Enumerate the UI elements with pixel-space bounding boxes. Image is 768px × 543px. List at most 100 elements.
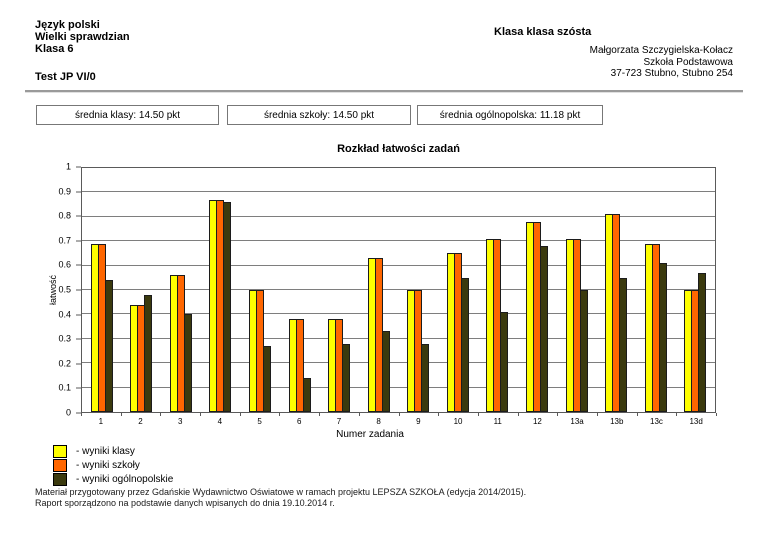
y-tick-mark: [76, 240, 81, 242]
bar-group: [90, 168, 113, 412]
bar-group: [169, 168, 192, 412]
class-average-label: średnia klasy: 14.50 pkt: [74, 109, 181, 121]
x-tick-mark: [596, 413, 598, 416]
y-tick-mark: [76, 215, 81, 217]
y-tick-mark: [76, 289, 81, 291]
x-tick-label: 8: [376, 417, 381, 426]
plot-area: [81, 167, 716, 413]
bar-group: [328, 168, 351, 412]
bar: [223, 202, 232, 412]
school-info-block: Małgorzata Szczygielska-Kołacz Szkoła Po…: [590, 45, 733, 80]
gridline: [82, 362, 715, 364]
bar-group-10: [438, 168, 478, 412]
bar: [698, 272, 707, 412]
bar-group-9: [399, 168, 439, 412]
y-tick-mark: [76, 166, 81, 168]
x-tick-mark: [477, 413, 479, 416]
x-tick-label: 13d: [689, 417, 703, 426]
bar-group-11: [478, 168, 518, 412]
x-tick-label: 13b: [610, 417, 624, 426]
legend-swatch-klasy: [53, 444, 67, 458]
y-tick-label: 0.7: [58, 235, 71, 246]
x-tick-label: 13c: [650, 417, 663, 426]
y-tick-mark: [76, 387, 81, 389]
x-axis-title: Numer zadania: [336, 429, 404, 440]
x-tick-mark: [319, 413, 321, 416]
x-tick-mark: [636, 413, 638, 416]
gridlines: [82, 168, 715, 412]
bar-group: [249, 168, 272, 412]
x-tick-labels: 1 2 3 4 5 6 7 8 9 10 11 12 13a 13b 13c 13d: [81, 417, 716, 426]
x-tick-mark: [239, 413, 241, 416]
bar: [658, 263, 667, 412]
legend-label-klasy: - wyniki klasy: [76, 445, 135, 457]
gridline: [82, 240, 715, 242]
x-tick-label: 10: [453, 417, 463, 426]
bar: [302, 377, 311, 412]
x-tick-mark: [358, 413, 360, 416]
x-tick-label: 12: [532, 417, 542, 426]
bar: [539, 246, 548, 412]
legend-item-szkoly: - wyniki szkoły: [53, 458, 173, 472]
bar: [342, 343, 351, 412]
x-tick-mark: [557, 413, 559, 416]
subject-title: Język polski: [35, 19, 100, 31]
school-average-box: średnia szkoły: 14.50 pkt: [227, 105, 411, 125]
x-tick-mark: [517, 413, 519, 416]
bar-group-2: [122, 168, 162, 412]
bar-group-8: [359, 168, 399, 412]
national-average-box: średnia ogólnopolska: 11.18 pkt: [417, 105, 603, 125]
x-tick-label: 2: [138, 417, 143, 426]
y-tick-label: 0.6: [58, 259, 71, 270]
bar: [381, 331, 390, 412]
x-tick-mark: [200, 413, 202, 416]
test-name: Wielki sprawdzian: [35, 31, 130, 43]
y-tick-mark: [76, 191, 81, 193]
x-tick-mark: [160, 413, 162, 416]
chart-legend: - wyniki klasy - wyniki szkoły - wyniki …: [53, 444, 173, 486]
x-axis-ticks: [81, 413, 717, 417]
y-tick-label: 0.1: [58, 382, 71, 393]
gridline: [82, 337, 715, 339]
bar: [460, 277, 469, 412]
national-average-label: średnia ogólnopolska: 11.18 pkt: [439, 109, 581, 121]
bar-group: [288, 168, 311, 412]
footer-line2: Raport sporządzono na podstawie danych w…: [35, 498, 335, 508]
bar-group: [130, 168, 153, 412]
teacher-name: Małgorzata Szczygielska-Kołacz: [589, 45, 733, 56]
bar-group-5: [240, 168, 280, 412]
legend-label-ogolnopolskie: - wyniki ogólnopolskie: [76, 473, 174, 485]
bar: [500, 311, 509, 412]
bar-columns: [82, 168, 715, 412]
bar-group: [407, 168, 430, 412]
gridline: [82, 313, 715, 315]
x-tick-label: 4: [217, 417, 223, 426]
school-average-label: średnia szkoły: 14.50 pkt: [263, 109, 375, 121]
bar: [619, 277, 628, 412]
y-tick-mark: [76, 338, 81, 340]
y-tick-mark: [76, 412, 81, 414]
y-tick-label: 0.9: [58, 186, 71, 197]
bar-group-3: [161, 168, 201, 412]
school-name: Szkoła Podstawowa: [643, 56, 734, 68]
x-tick-label: 6: [297, 417, 302, 426]
x-tick-label: 11: [493, 417, 502, 426]
bar-group-1: [82, 168, 122, 412]
bar: [183, 314, 192, 412]
gridline: [82, 264, 715, 266]
bar-group-7: [319, 168, 359, 412]
bar-group-13a: [557, 168, 597, 412]
legend-label-szkoly: - wyniki szkoły: [76, 459, 140, 471]
y-tick-mark: [76, 314, 81, 316]
legend-item-ogolnopolskie: - wyniki ogólnopolskie: [53, 472, 173, 486]
class-name: Klasa 6: [35, 43, 74, 55]
x-tick-label: 7: [336, 417, 342, 426]
footer-line1: Materiał przygotowany przez Gdańskie Wyd…: [35, 487, 527, 497]
x-tick-mark: [120, 413, 122, 416]
bar-group: [605, 168, 628, 412]
bar: [421, 343, 430, 412]
y-tick-label: 0.5: [58, 284, 71, 295]
header-divider: [25, 90, 743, 93]
y-axis-ticks: 0 0.1 0.2 0.3 0.4 0.5 0.6 0.7 0.8 0.9 1: [38, 162, 81, 417]
